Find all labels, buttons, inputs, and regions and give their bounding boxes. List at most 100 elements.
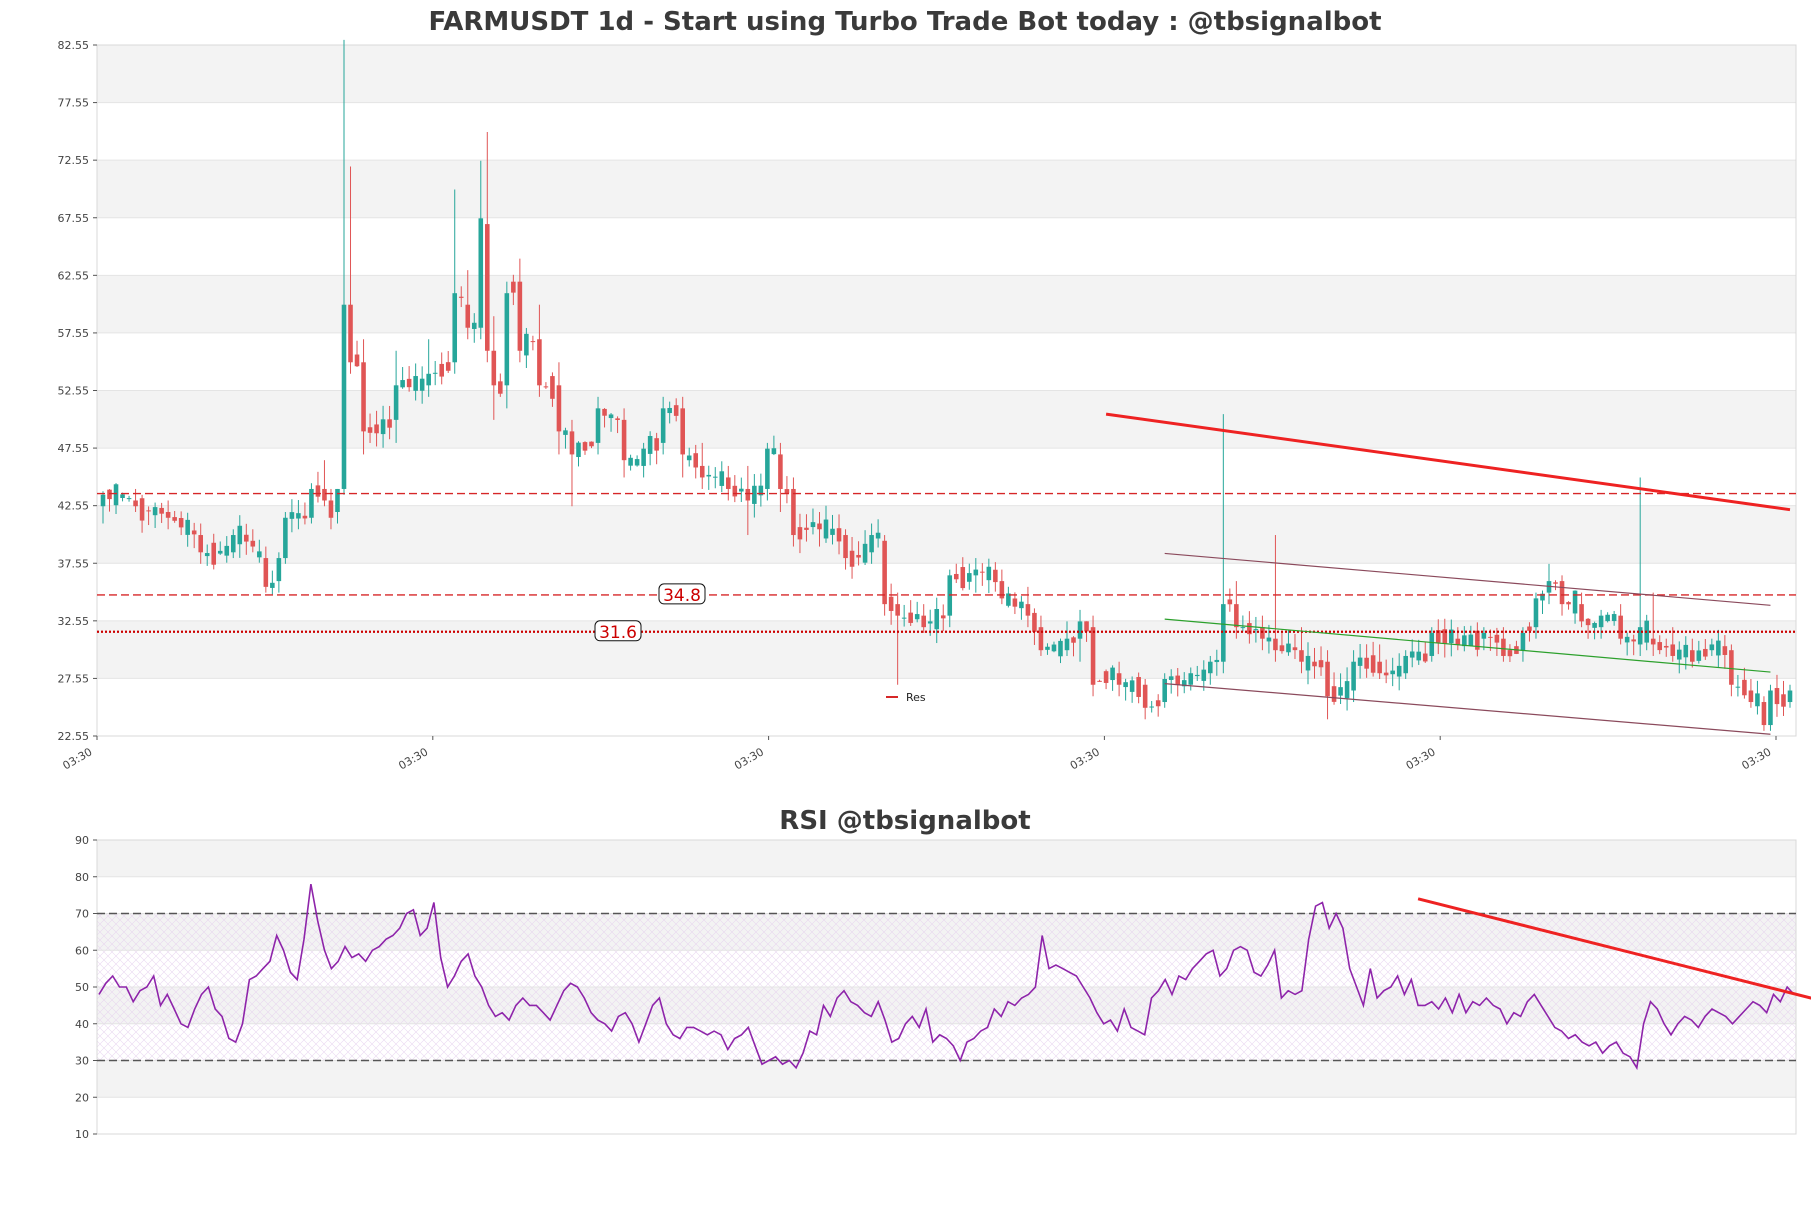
candle-body [1064,638,1070,651]
candle [1709,638,1715,656]
candle [940,604,946,631]
candle-body [1774,688,1780,705]
candle [1696,640,1702,664]
candle [967,563,972,590]
candle [823,505,829,543]
candle-body [1422,653,1428,662]
candle [458,286,464,308]
candle-body [1598,615,1604,628]
candle-body [901,617,907,619]
candle-body [1097,680,1102,682]
candle-body [1631,639,1636,642]
candle-body [1566,602,1571,605]
candle [1429,627,1435,662]
candle-body [1676,649,1682,660]
candle [1611,610,1617,626]
candle-body [862,543,868,563]
candle [1234,581,1239,639]
rsi-y-tick-label: 20 [75,1091,89,1104]
candle [608,413,614,432]
candle-body [159,507,164,514]
candle [1090,615,1096,697]
legend-label: Res [906,691,926,704]
candle-body [315,485,321,497]
candle-body [432,372,438,374]
candle [1045,643,1050,655]
price-gridband [97,563,1796,621]
candle-body [374,424,379,434]
candle-body [1032,612,1037,632]
candle-body [237,525,243,545]
candle-body [146,510,151,512]
candle-body [810,522,816,528]
candle [615,416,620,434]
candle [1553,580,1558,591]
candle-body [1455,638,1461,645]
candle-body [927,621,933,624]
candle-body [1396,665,1402,677]
candle-body [849,550,855,567]
candle [888,583,894,625]
candle-body [921,615,926,628]
candle-body [1390,670,1395,675]
candle [159,502,164,523]
candle [341,39,347,495]
candle-body [152,507,158,516]
candle-body [1579,604,1584,622]
rsi-y-tick-label: 70 [75,908,89,921]
candle-body [621,419,627,461]
candle-body [804,527,809,530]
candle-body [276,558,282,582]
candle [165,500,171,530]
candle [478,160,484,340]
candle-body [517,281,523,351]
candle-body [1175,675,1181,686]
candle [504,281,510,409]
candle-body [1103,671,1109,683]
price-y-tick-label: 27.55 [58,672,90,685]
candle-body [980,571,985,573]
candle [244,523,249,555]
candle-body [641,448,646,466]
candle-body [1650,638,1656,645]
rsi-line-path [98,883,1795,1071]
candle [1312,647,1317,679]
price-gridband [97,620,1796,679]
candle [230,529,236,559]
price-chart-title: FARMUSDT 1d - Start using Turbo Trade Bo… [428,7,1381,37]
candle-body [439,363,444,377]
candle [778,442,783,513]
candle-body [1768,690,1773,726]
candle-body [478,218,484,328]
candle [1194,665,1200,681]
candle-body [471,322,477,329]
candle [361,339,366,455]
candle-body [1142,684,1148,708]
candle-body [1729,650,1734,685]
candle-body [1761,702,1767,726]
candle-body [1305,655,1311,671]
candle-body [908,612,913,623]
candle [133,488,138,513]
candle [1351,650,1356,703]
candle [237,515,243,558]
candle-body [1416,651,1422,661]
candle [511,274,516,306]
candle [1761,696,1767,731]
candle [1305,642,1311,685]
price-level-tag [658,583,706,605]
candle [374,410,379,447]
candle [660,396,666,455]
candle-body [882,540,887,605]
candle [758,473,764,507]
candle [1071,636,1076,657]
candle-body [556,385,562,432]
candle-body [1585,618,1591,626]
candle-body [934,608,940,630]
candle [1755,680,1760,715]
candle [263,546,269,593]
candle-body [1442,629,1448,644]
price-levels: 34.8 31.6 [97,492,1796,643]
price-gridbands [97,44,1796,737]
